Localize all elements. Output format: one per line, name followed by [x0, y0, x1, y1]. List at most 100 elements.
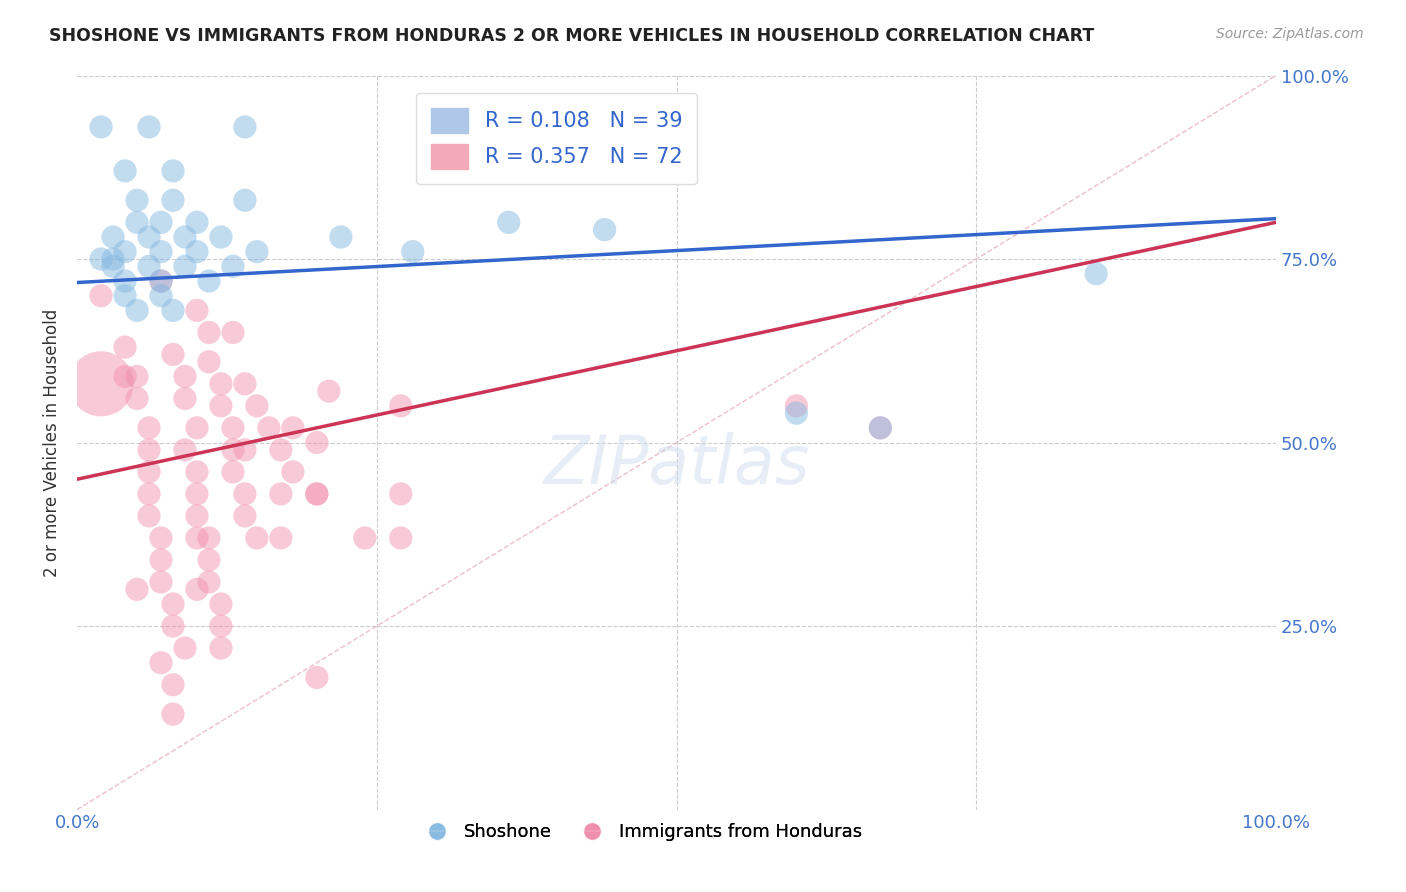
Point — [138, 465, 160, 479]
Point — [233, 442, 256, 457]
Point — [138, 230, 160, 244]
Point — [389, 531, 412, 545]
Point — [114, 274, 136, 288]
Point — [209, 641, 232, 656]
Point — [174, 230, 197, 244]
Point — [138, 120, 160, 134]
Point — [222, 421, 245, 435]
Point — [222, 260, 245, 274]
Point — [150, 656, 173, 670]
Point — [101, 260, 124, 274]
Point — [186, 421, 208, 435]
Point — [162, 678, 184, 692]
Point — [138, 421, 160, 435]
Point — [186, 465, 208, 479]
Point — [593, 222, 616, 236]
Point — [389, 487, 412, 501]
Point — [498, 215, 520, 229]
Point — [270, 531, 292, 545]
Point — [174, 260, 197, 274]
Point — [198, 531, 221, 545]
Point — [186, 215, 208, 229]
Point — [150, 289, 173, 303]
Point — [125, 369, 148, 384]
Point — [305, 670, 328, 684]
Point — [101, 252, 124, 266]
Point — [90, 289, 112, 303]
Point — [150, 244, 173, 259]
Y-axis label: 2 or more Vehicles in Household: 2 or more Vehicles in Household — [44, 309, 60, 576]
Point — [305, 435, 328, 450]
Text: ZIPatlas: ZIPatlas — [543, 432, 810, 498]
Point — [138, 487, 160, 501]
Point — [869, 421, 891, 435]
Point — [246, 531, 269, 545]
Point — [209, 230, 232, 244]
Point — [246, 244, 269, 259]
Point — [101, 230, 124, 244]
Point — [305, 487, 328, 501]
Point — [281, 421, 304, 435]
Point — [174, 369, 197, 384]
Point — [138, 442, 160, 457]
Point — [114, 369, 136, 384]
Point — [150, 531, 173, 545]
Point — [162, 347, 184, 361]
Point — [209, 399, 232, 413]
Point — [138, 508, 160, 523]
Point — [125, 582, 148, 597]
Point — [186, 582, 208, 597]
Point — [329, 230, 352, 244]
Point — [174, 392, 197, 406]
Point — [305, 487, 328, 501]
Point — [246, 399, 269, 413]
Point — [233, 508, 256, 523]
Point — [209, 376, 232, 391]
Point — [150, 274, 173, 288]
Point — [90, 120, 112, 134]
Point — [1085, 267, 1108, 281]
Point — [281, 465, 304, 479]
Point — [150, 274, 173, 288]
Text: Source: ZipAtlas.com: Source: ZipAtlas.com — [1216, 27, 1364, 41]
Point — [198, 274, 221, 288]
Point — [174, 442, 197, 457]
Point — [162, 303, 184, 318]
Point — [114, 244, 136, 259]
Point — [114, 340, 136, 354]
Point — [186, 531, 208, 545]
Point — [869, 421, 891, 435]
Point — [222, 442, 245, 457]
Point — [222, 465, 245, 479]
Point — [138, 260, 160, 274]
Point — [785, 406, 807, 420]
Point — [125, 392, 148, 406]
Point — [150, 553, 173, 567]
Point — [389, 399, 412, 413]
Legend: Shoshone, Immigrants from Honduras: Shoshone, Immigrants from Honduras — [412, 816, 869, 848]
Point — [125, 303, 148, 318]
Point — [125, 215, 148, 229]
Point — [198, 355, 221, 369]
Point — [209, 597, 232, 611]
Text: SHOSHONE VS IMMIGRANTS FROM HONDURAS 2 OR MORE VEHICLES IN HOUSEHOLD CORRELATION: SHOSHONE VS IMMIGRANTS FROM HONDURAS 2 O… — [49, 27, 1094, 45]
Point — [233, 376, 256, 391]
Point — [233, 487, 256, 501]
Point — [162, 597, 184, 611]
Point — [186, 244, 208, 259]
Point — [150, 574, 173, 589]
Point — [162, 707, 184, 722]
Point — [174, 641, 197, 656]
Point — [90, 376, 112, 391]
Point — [257, 421, 280, 435]
Point — [222, 326, 245, 340]
Point — [162, 194, 184, 208]
Point — [233, 120, 256, 134]
Point — [209, 619, 232, 633]
Point — [270, 487, 292, 501]
Point — [402, 244, 425, 259]
Point — [162, 164, 184, 178]
Point — [198, 574, 221, 589]
Point — [114, 289, 136, 303]
Point — [785, 399, 807, 413]
